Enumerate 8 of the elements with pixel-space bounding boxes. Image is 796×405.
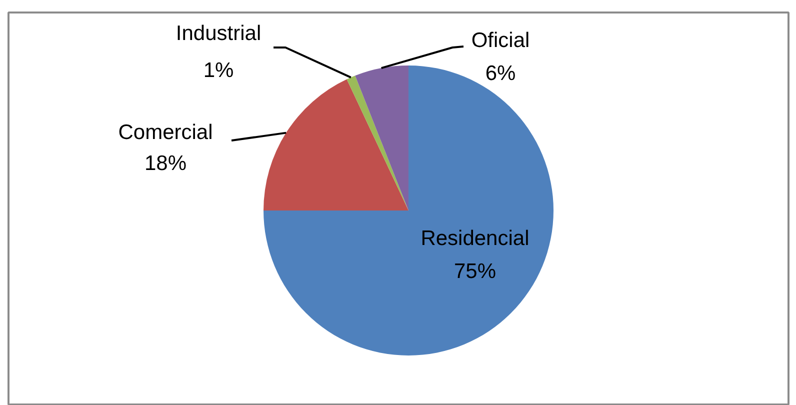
data-label: 1% xyxy=(203,59,234,82)
slice-label: Residencial xyxy=(420,227,530,250)
slice-label: Oficial xyxy=(471,29,530,52)
data-label: 75% xyxy=(454,260,496,284)
data-label: 6% xyxy=(485,62,516,85)
data-label: 18% xyxy=(144,152,187,175)
slice-label: Industrial xyxy=(176,22,262,45)
slice-label: Comercial xyxy=(118,121,213,144)
